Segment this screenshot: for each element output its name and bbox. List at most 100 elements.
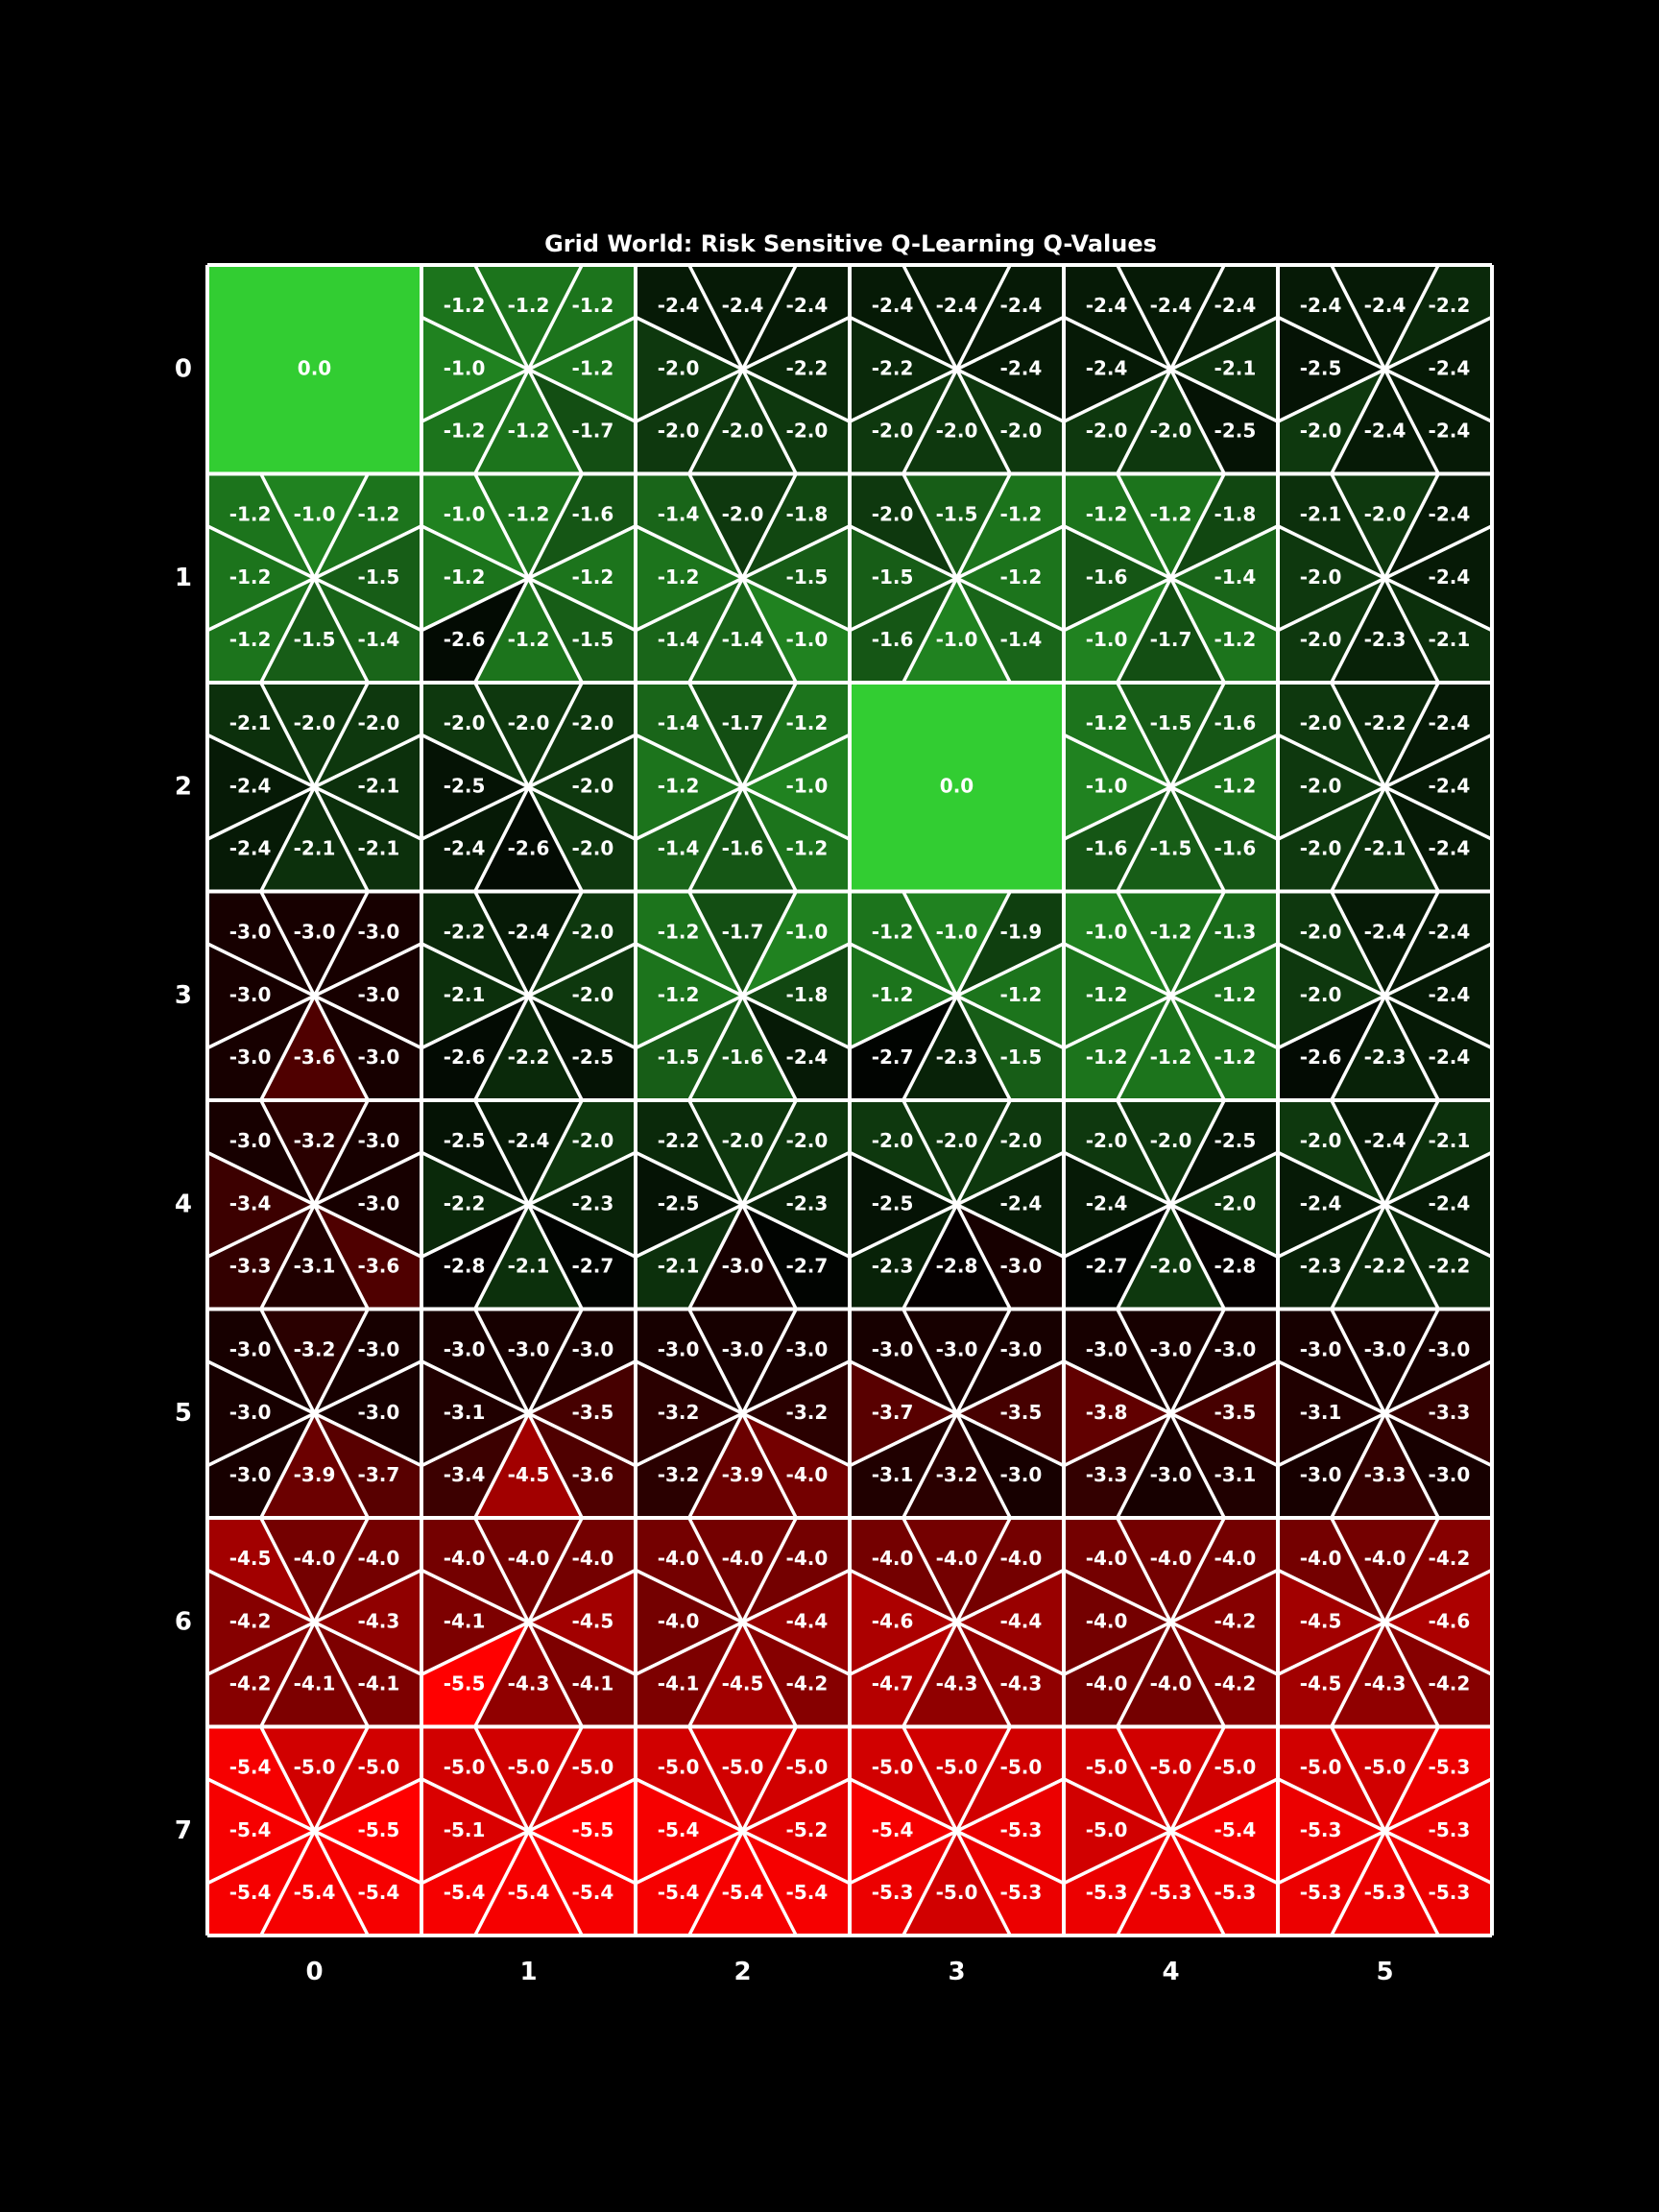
wedge-divider bbox=[1063, 315, 1172, 372]
wedge-divider bbox=[473, 368, 531, 475]
q-value-label-w: -4.6 bbox=[872, 1609, 914, 1632]
q-value-label-se: -2.1 bbox=[1429, 628, 1471, 651]
q-wedge-n bbox=[1331, 1309, 1439, 1414]
q-value-label-sw: -4.0 bbox=[1086, 1672, 1128, 1695]
q-wedge-e bbox=[1170, 525, 1278, 631]
q-wedge-w bbox=[636, 1778, 743, 1884]
q-wedge-ne bbox=[1170, 891, 1278, 997]
q-value-label-n: -3.0 bbox=[1150, 1338, 1192, 1361]
q-value-label-se: -2.0 bbox=[786, 420, 829, 443]
wedge-divider bbox=[1169, 368, 1279, 423]
q-value-label-w: -2.5 bbox=[872, 1191, 914, 1214]
q-value-label-s: -2.3 bbox=[936, 1046, 978, 1069]
q-value-label-n: -1.2 bbox=[1150, 503, 1192, 526]
q-wedge-n bbox=[260, 683, 369, 787]
wedge-divider bbox=[849, 1150, 958, 1207]
q-wedge-e bbox=[742, 1360, 850, 1466]
q-value-label-s: -2.2 bbox=[508, 1046, 550, 1069]
q-wedge-se bbox=[1170, 1204, 1278, 1310]
q-wedge-nw bbox=[207, 1309, 315, 1414]
wedge-divider bbox=[526, 682, 584, 788]
wedge-divider bbox=[527, 368, 637, 423]
q-value-label-e: -2.1 bbox=[1214, 356, 1257, 379]
q-wedge-se bbox=[742, 578, 850, 683]
q-value-label-e: -5.5 bbox=[358, 1818, 400, 1841]
wedge-divider bbox=[740, 995, 798, 1101]
q-wedge-sw bbox=[850, 996, 957, 1100]
q-value-label-e: -1.2 bbox=[1214, 983, 1257, 1006]
wedge-divider bbox=[421, 1621, 530, 1676]
q-value-label-ne: -1.6 bbox=[1214, 711, 1257, 734]
wedge-divider bbox=[741, 1777, 851, 1833]
q-wedge-ne bbox=[314, 891, 421, 997]
q-wedge-n bbox=[1117, 1100, 1225, 1205]
q-wedge-n bbox=[902, 891, 1011, 997]
wedge-divider bbox=[741, 785, 851, 841]
q-value-label-nw: -1.4 bbox=[658, 503, 700, 526]
q-wedge-n bbox=[260, 1518, 369, 1623]
wedge-divider bbox=[206, 524, 316, 580]
wedge-divider bbox=[313, 1411, 422, 1468]
q-value-label-w: -4.1 bbox=[444, 1609, 486, 1632]
q-wedge-se bbox=[528, 578, 636, 683]
wedge-divider bbox=[1382, 785, 1440, 893]
q-value-label-e: -5.4 bbox=[1214, 1818, 1257, 1841]
wedge-divider bbox=[1383, 1621, 1493, 1676]
q-value-label-nw: -2.1 bbox=[1300, 503, 1342, 526]
q-wedge-ne bbox=[1384, 265, 1492, 370]
q-wedge-sw bbox=[421, 369, 529, 474]
cell-r1-c5 bbox=[1278, 473, 1492, 683]
q-value-label-e: -1.2 bbox=[572, 356, 614, 379]
q-wedge-ne bbox=[528, 1309, 636, 1414]
q-value-label-n: -2.0 bbox=[294, 711, 336, 734]
wedge-divider bbox=[206, 1359, 316, 1415]
q-wedge-n bbox=[688, 473, 797, 579]
terminal-value-label: 0.0 bbox=[940, 774, 974, 797]
wedge-divider bbox=[1382, 472, 1440, 580]
q-value-label-e: -1.4 bbox=[1214, 565, 1257, 589]
wedge-divider bbox=[741, 368, 851, 423]
wedge-divider bbox=[1277, 1777, 1386, 1833]
q-value-label-w: -4.0 bbox=[658, 1609, 700, 1632]
wedge-divider bbox=[1169, 994, 1279, 1050]
q-value-label-sw: -2.7 bbox=[872, 1046, 914, 1069]
q-wedge-se bbox=[528, 786, 636, 892]
wedge-divider bbox=[259, 995, 317, 1101]
q-wedge-ne bbox=[314, 1100, 421, 1205]
q-value-label-se: -4.0 bbox=[786, 1463, 829, 1486]
q-value-label-w: -1.0 bbox=[444, 356, 486, 379]
wedge-divider bbox=[1168, 264, 1226, 371]
wedge-divider bbox=[1169, 733, 1279, 789]
q-value-label-nw: -1.2 bbox=[229, 503, 272, 526]
q-value-label-s: -1.6 bbox=[722, 837, 764, 860]
q-value-label-w: -3.8 bbox=[1086, 1401, 1128, 1424]
q-wedge-se bbox=[742, 996, 850, 1100]
q-value-label-w: -2.0 bbox=[658, 356, 700, 379]
wedge-divider bbox=[1382, 577, 1440, 684]
wedge-divider bbox=[1382, 1203, 1440, 1310]
q-value-label-e: -2.2 bbox=[786, 356, 829, 379]
q-value-label-n: -5.0 bbox=[1150, 1756, 1192, 1779]
wedge-divider bbox=[635, 733, 744, 789]
wedge-divider bbox=[206, 994, 316, 1050]
q-wedge-s bbox=[688, 1413, 797, 1518]
y-tick-label: 3 bbox=[175, 981, 192, 1010]
q-value-label-sw: -5.5 bbox=[444, 1672, 486, 1695]
wedge-divider bbox=[1169, 315, 1279, 372]
wedge-divider bbox=[259, 577, 317, 684]
q-wedge-s bbox=[260, 1204, 369, 1310]
q-value-label-e: -2.0 bbox=[572, 983, 614, 1006]
q-wedge-ne bbox=[742, 1100, 850, 1205]
q-wedge-w bbox=[421, 1570, 529, 1675]
wedge-divider bbox=[421, 524, 530, 580]
q-value-label-e: -3.5 bbox=[572, 1401, 614, 1424]
q-wedge-n bbox=[1331, 1726, 1439, 1832]
q-value-label-sw: -2.3 bbox=[1300, 1255, 1342, 1278]
wedge-divider bbox=[527, 733, 637, 789]
q-value-label-e: -5.3 bbox=[1429, 1818, 1471, 1841]
q-wedge-s bbox=[1331, 369, 1439, 474]
q-value-label-n: -4.0 bbox=[508, 1547, 550, 1570]
wedge-divider bbox=[527, 994, 637, 1050]
wedge-divider bbox=[740, 1099, 798, 1206]
q-wedge-e bbox=[314, 734, 421, 840]
